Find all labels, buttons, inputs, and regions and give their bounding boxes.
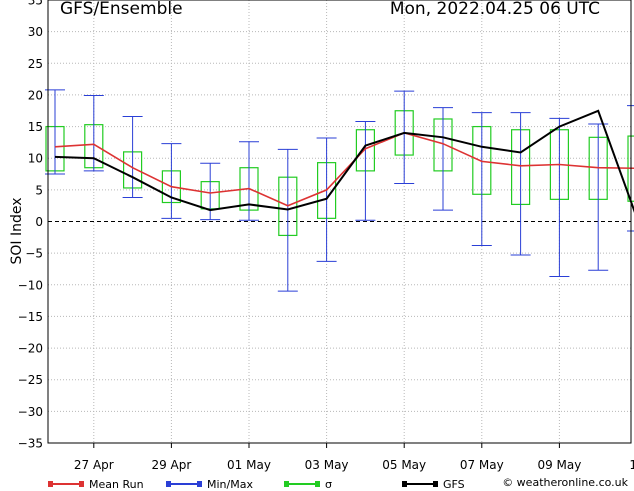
x-tick-label: 27 Apr [74, 458, 114, 472]
y-tick-label: 5 [35, 183, 43, 197]
y-tick-label: 15 [28, 120, 43, 134]
y-tick-label: 25 [28, 57, 43, 71]
legend-swatch-gfs [402, 481, 438, 487]
x-tick-label: 29 Apr [151, 458, 191, 472]
x-tick-label: 01 May [227, 458, 271, 472]
x-tick-label: 05 May [382, 458, 426, 472]
y-tick-label: −5 [25, 247, 43, 261]
legend-min-max: Min/Max [166, 477, 253, 491]
y-tick-label: −15 [18, 310, 43, 324]
x-tick-labels: 27 Apr 29 Apr 01 May 03 May 05 May 07 May 09 M… [74, 458, 634, 472]
series-lines [54, 109, 634, 213]
x-tick-label: 09 May [537, 458, 581, 472]
mean-run-line [54, 132, 634, 207]
legend-gfs: GFS [402, 477, 465, 491]
legend-label: σ [325, 477, 332, 491]
y-tick-label: −30 [18, 405, 43, 419]
legend-label: Min/Max [207, 477, 253, 491]
x-tick-label: 07 May [460, 458, 504, 472]
grid-layer [48, 0, 631, 448]
y-tick-label: 20 [28, 88, 43, 102]
legend-label: GFS [443, 477, 465, 491]
minmax-whiskers [45, 89, 634, 292]
x-tick-label: 03 May [305, 458, 349, 472]
legend-label: Mean Run [89, 477, 144, 491]
y-tick-labels: 35 30 25 20 15 10 5 0 −5 −10 −15 −20 −25 −30 −35 [18, 0, 43, 451]
run-timestamp: Mon, 2022.04.25 06 UTC [389, 0, 600, 19]
y-tick-label: −25 [18, 373, 43, 387]
sigma-boxes [45, 110, 634, 237]
y-tick-label: 0 [35, 215, 43, 229]
y-tick-label: 10 [28, 152, 43, 166]
y-tick-label: 30 [28, 25, 43, 39]
legend-swatch-minmax [166, 481, 202, 487]
legend-mean-run: Mean Run [48, 477, 144, 491]
x-tick-label: 11 [629, 458, 634, 472]
y-tick-label: −20 [18, 342, 43, 356]
legend-sigma: σ [284, 477, 332, 491]
y-tick-label: −35 [18, 437, 43, 451]
gfs-line [54, 109, 634, 213]
chart-title: GFS/Ensemble [60, 0, 183, 19]
y-axis-label: SOI Index [9, 197, 25, 264]
plot-frame [47, 0, 632, 444]
y-tick-label: −10 [18, 278, 43, 292]
legend-swatch-mean [48, 481, 84, 487]
legend-swatch-sigma [284, 481, 320, 487]
credit-text: © weatheronline.co.uk [502, 476, 628, 489]
y-tick-label: 35 [28, 0, 43, 8]
